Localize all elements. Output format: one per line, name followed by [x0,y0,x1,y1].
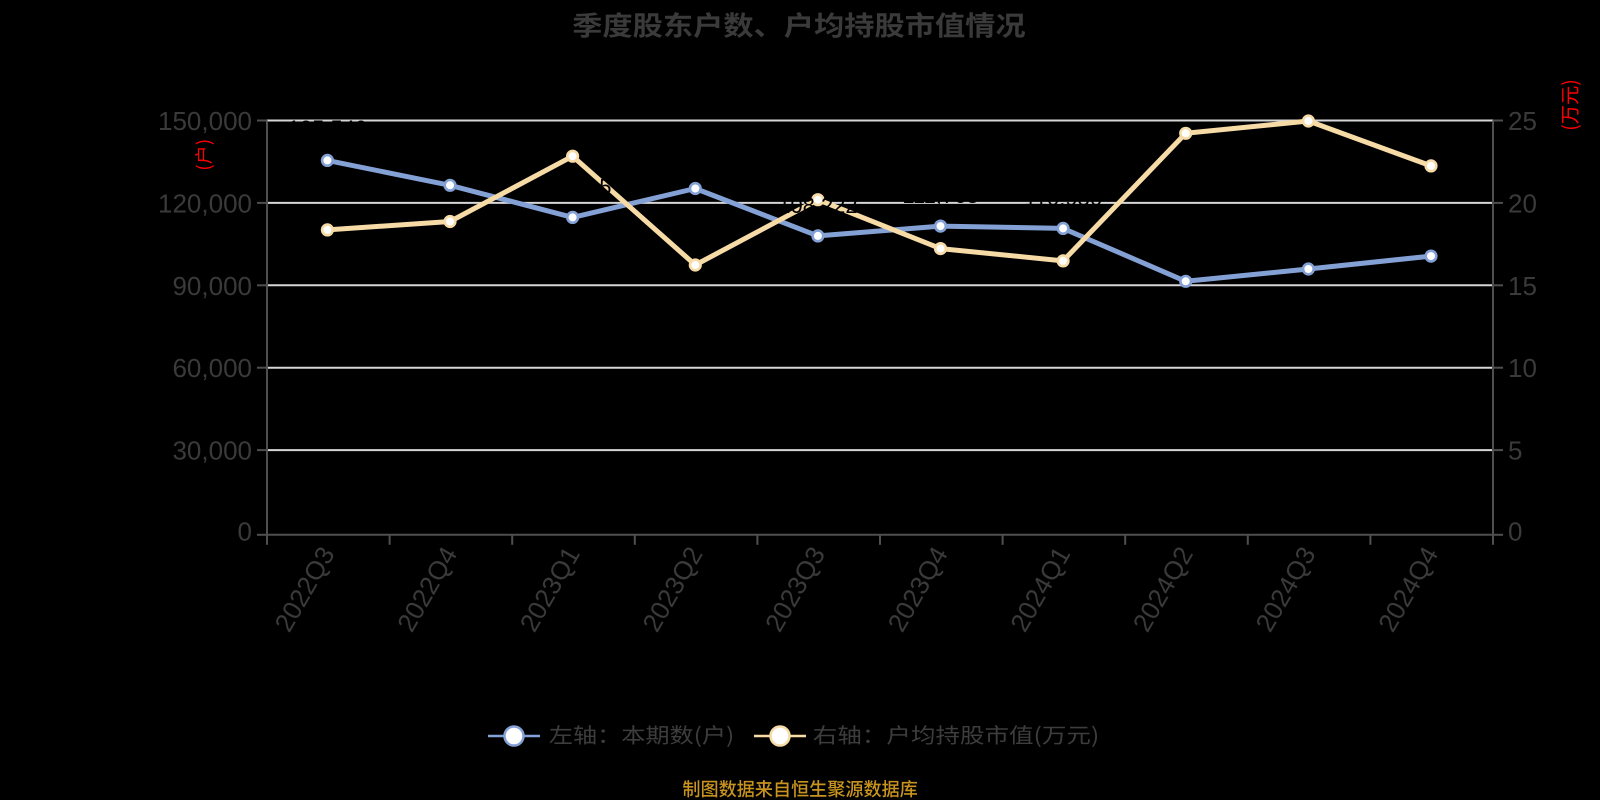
svg-text:2023Q3: 2023Q3 [759,542,831,637]
svg-text:2024Q3: 2024Q3 [1249,542,1321,637]
svg-text:120,000: 120,000 [158,188,252,218]
svg-text:91,795: 91,795 [1152,238,1219,263]
svg-text:2024Q2: 2024Q2 [1127,542,1199,637]
svg-text:20: 20 [1508,188,1537,218]
svg-text:135,540: 135,540 [288,116,368,141]
svg-text:2023Q4: 2023Q4 [881,542,953,637]
svg-text:111,768: 111,768 [902,183,978,208]
svg-text:2022Q4: 2022Q4 [391,542,463,637]
svg-text:150,000: 150,000 [158,106,252,136]
svg-text:90,000: 90,000 [172,271,252,301]
svg-text:25: 25 [1508,106,1537,136]
svg-text:15: 15 [1508,271,1537,301]
svg-text:2024Q1: 2024Q1 [1004,542,1076,637]
svg-text:108,222: 108,222 [778,193,858,218]
svg-text:96,245: 96,245 [1275,226,1342,251]
svg-text:2023Q1: 2023Q1 [514,542,586,637]
svg-text:30,000: 30,000 [172,436,252,466]
svg-text:2023Q2: 2023Q2 [636,542,708,637]
svg-text:2024Q4: 2024Q4 [1372,542,1444,637]
svg-text:60,000: 60,000 [172,353,252,383]
svg-text:126,530: 126,530 [410,142,490,167]
svg-text:110,936: 110,936 [1024,185,1102,210]
svg-text:100,913: 100,913 [1391,213,1471,238]
svg-text:0: 0 [238,516,252,546]
svg-text:10: 10 [1508,353,1537,383]
svg-text:2022Q3: 2022Q3 [268,542,340,637]
svg-text:5: 5 [1508,436,1522,466]
svg-text:0: 0 [1508,516,1522,546]
svg-text:114,915: 114,915 [534,174,612,199]
svg-text:125,373: 125,373 [656,146,736,171]
